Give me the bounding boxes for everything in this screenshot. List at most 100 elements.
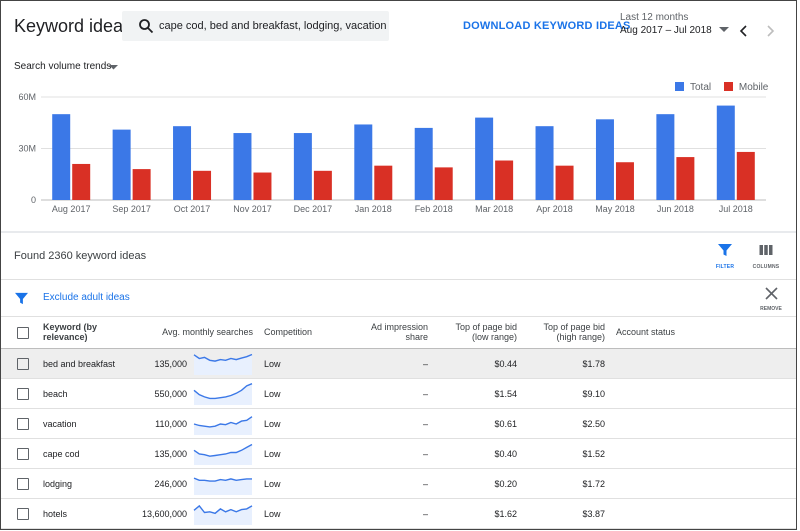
table-row[interactable]: lodging 246,000 Low – $0.20 $1.72 (1, 469, 796, 499)
bid-low-cell: $0.40 (494, 449, 517, 459)
caret-down-icon[interactable] (719, 27, 729, 33)
chart-type-dropdown[interactable]: Search volume trends (14, 61, 112, 72)
legend-swatch-total (675, 82, 684, 91)
header-bid-high[interactable]: Top of page bid (high range) (543, 322, 605, 342)
x-tick-label: Jul 2018 (719, 204, 753, 214)
remove-filter-button[interactable]: REMOVE (757, 287, 785, 315)
competition-cell: Low (264, 359, 281, 369)
impression-share-cell: – (422, 449, 428, 459)
bar-total (595, 119, 614, 200)
sparkline-line (193, 416, 253, 428)
trend-sparkline (193, 416, 253, 435)
header-ad-impression-share[interactable]: Ad impression share (370, 322, 428, 342)
header: Keyword ideas DOWNLOAD KEYWORD IDEAS Las… (1, 1, 796, 51)
search-input[interactable] (159, 18, 387, 34)
sparkline-line (193, 477, 252, 482)
bar-mobile (434, 167, 453, 200)
competition-cell: Low (264, 509, 281, 519)
header-competition[interactable]: Competition (264, 327, 313, 337)
search-box[interactable] (122, 11, 389, 41)
trend-sparkline (193, 477, 252, 495)
bar-mobile (72, 163, 91, 200)
active-filters: Exclude adult ideas REMOVE (1, 281, 796, 317)
row-checkbox[interactable] (17, 448, 29, 460)
table-row[interactable]: bed and breakfast 135,000 Low – $0.44 $1.78 (1, 349, 796, 379)
table-row[interactable]: cape cod 135,000 Low – $0.40 $1.52 (1, 439, 796, 469)
trend-sparkline (193, 383, 253, 405)
row-checkbox[interactable] (17, 418, 29, 430)
x-tick-label: Aug 2017 (52, 204, 91, 214)
sparkline-area (194, 505, 252, 525)
filter-chip-exclude-adult[interactable]: Exclude adult ideas (43, 292, 130, 303)
bar-mobile (676, 157, 695, 200)
date-range-value[interactable]: Aug 2017 – Jul 2018 (620, 25, 712, 36)
sparkline-area (194, 416, 252, 435)
avg-searches-cell: 550,000 (154, 389, 187, 399)
bar-mobile (495, 160, 514, 200)
avg-searches-cell: 135,000 (154, 449, 187, 459)
sparkline-area (194, 383, 252, 405)
table-row[interactable]: vacation 110,000 Low – $0.61 $2.50 (1, 409, 796, 439)
table-row[interactable]: hotels 13,600,000 Low – $1.62 $3.87 (1, 499, 796, 529)
row-checkbox[interactable] (17, 388, 29, 400)
sparkline-line (193, 504, 253, 515)
bar-total (414, 127, 433, 200)
bar-mobile (615, 162, 634, 200)
bar-mobile (313, 170, 332, 200)
sparkline-line (193, 353, 253, 362)
divider (1, 231, 796, 233)
results-toolbar: Found 2360 keyword ideas FILTER COLUMNS (1, 233, 796, 280)
row-checkbox[interactable] (17, 508, 29, 520)
bid-low-cell: $0.61 (494, 419, 517, 429)
caret-down-icon[interactable] (109, 65, 118, 70)
competition-cell: Low (264, 389, 281, 399)
bar-mobile (193, 170, 212, 200)
x-tick-label: Oct 2017 (174, 204, 211, 214)
filter-icon (15, 292, 28, 305)
avg-searches-cell: 135,000 (154, 359, 187, 369)
header-bid-low[interactable]: Top of page bid (low range) (455, 322, 517, 342)
row-checkbox[interactable] (17, 358, 29, 370)
keyword-cell: bed and breakfast (43, 359, 116, 369)
table-row[interactable]: beach 550,000 Low – $1.54 $9.10 (1, 379, 796, 409)
download-keyword-ideas-link[interactable]: DOWNLOAD KEYWORD IDEAS (463, 20, 631, 32)
chevron-left-icon[interactable] (737, 23, 751, 39)
keyword-cell: vacation (43, 419, 77, 429)
avg-searches-cell: 13,600,000 (141, 509, 187, 519)
avg-searches-cell: 246,000 (154, 479, 187, 489)
header-avg-monthly-searches[interactable]: Avg. monthly searches (162, 327, 253, 337)
bar-total (233, 133, 252, 200)
results-count: Found 2360 keyword ideas (14, 250, 147, 262)
table-body: bed and breakfast 135,000 Low – $0.44 $1.78 be… (1, 349, 796, 529)
bid-low-cell: $0.20 (494, 479, 517, 489)
keyword-table: Keyword (by relevance) Avg. monthly sear… (1, 318, 796, 529)
page-title: Keyword ideas (14, 16, 133, 36)
keyword-cell: cape cod (43, 449, 80, 459)
bid-high-cell: $1.72 (582, 479, 605, 489)
filter-button[interactable]: FILTER (710, 243, 740, 273)
columns-button[interactable]: COLUMNS (751, 243, 781, 273)
bar-mobile (555, 165, 574, 200)
select-all-checkbox[interactable] (17, 327, 29, 339)
x-tick-label: Sep 2017 (112, 204, 151, 214)
legend-item-total: Total (675, 82, 711, 93)
competition-cell: Low (264, 419, 281, 429)
x-tick-label: Jun 2018 (657, 204, 694, 214)
keyword-cell: beach (43, 389, 68, 399)
header-account-status[interactable]: Account status (616, 327, 676, 337)
row-checkbox[interactable] (17, 478, 29, 490)
bar-total (52, 114, 71, 200)
x-tick-label: May 2018 (595, 204, 635, 214)
table-header: Keyword (by relevance) Avg. monthly sear… (1, 318, 796, 349)
bar-total (535, 126, 554, 200)
bar-mobile (374, 165, 393, 200)
bid-high-cell: $2.50 (582, 419, 605, 429)
sparkline-line (193, 383, 253, 400)
impression-share-cell: – (422, 389, 428, 399)
header-keyword[interactable]: Keyword (by relevance) (43, 322, 98, 342)
trend-sparkline (193, 504, 253, 525)
chevron-right-icon[interactable] (763, 23, 777, 39)
y-tick-label: 0 (31, 195, 36, 205)
chart-legend: Total Mobile (675, 82, 778, 93)
